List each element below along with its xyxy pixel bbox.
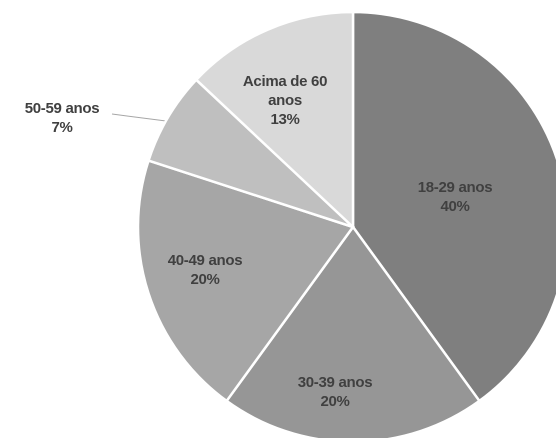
slice-label: 40-49 anos 20% — [145, 230, 265, 310]
pie-slice — [351, 10, 556, 403]
slice-label: 18-29 anos 40% — [395, 157, 515, 237]
pie-slice — [136, 158, 356, 403]
label-box: 18-29 anos 40% — [395, 157, 515, 237]
slice-label: 30-39 anos 20% — [275, 352, 395, 432]
category-label: 50-59 anos — [24, 100, 100, 117]
slice-label: 50-59 anos 7% — [2, 78, 122, 158]
category-label: 18-29 anos — [417, 179, 493, 196]
category-label: 30-39 anos — [297, 374, 373, 391]
pie-slice — [224, 224, 482, 438]
label-box: 40-49 anos 20% — [145, 230, 265, 310]
label-box: Acima de 60 anos 13% — [225, 60, 345, 140]
value-label: 40% — [440, 198, 470, 215]
category-label: Acima de 60 anos — [242, 72, 328, 109]
pie-slice — [194, 10, 355, 230]
value-label: 13% — [270, 110, 300, 128]
label-box: 50-59 anos 7% — [2, 78, 122, 158]
value-label: 20% — [320, 393, 350, 410]
value-label: 20% — [190, 271, 220, 288]
leader-line — [111, 113, 167, 122]
value-label: 7% — [51, 119, 73, 136]
category-label: 40-49 anos — [167, 252, 243, 269]
label-box: 30-39 anos 20% — [275, 352, 395, 432]
